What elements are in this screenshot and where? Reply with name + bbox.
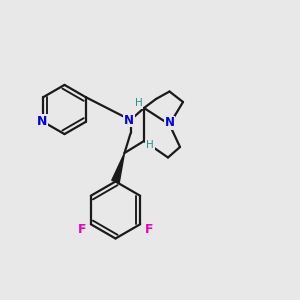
Text: N: N: [164, 116, 175, 130]
Text: N: N: [37, 115, 47, 128]
Text: H: H: [146, 140, 154, 151]
Polygon shape: [112, 153, 124, 183]
Text: N: N: [124, 113, 134, 127]
Text: H: H: [135, 98, 142, 109]
Text: F: F: [145, 223, 154, 236]
Text: F: F: [77, 223, 86, 236]
